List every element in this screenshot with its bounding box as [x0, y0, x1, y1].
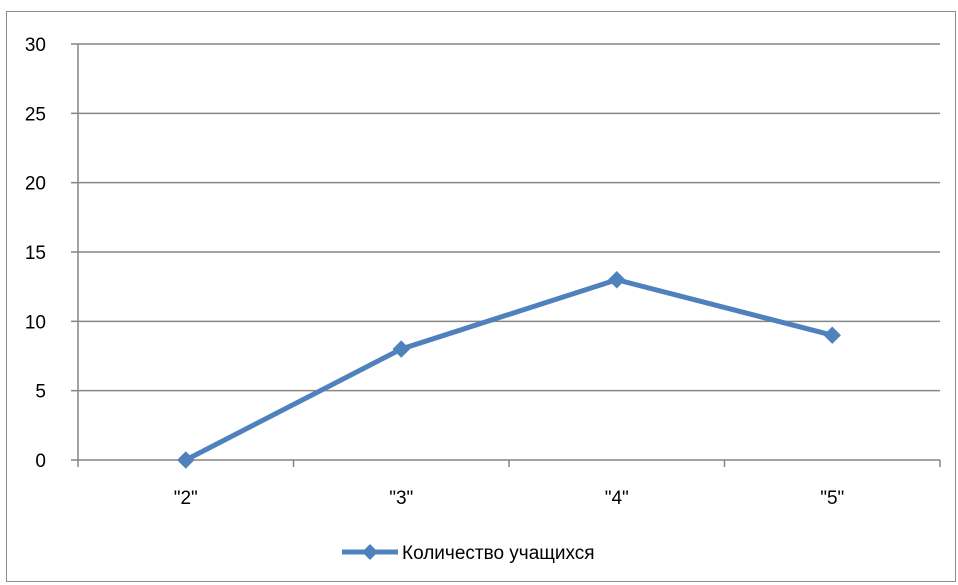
axes [71, 43, 941, 467]
data-point-0 [177, 451, 195, 469]
series-line-0 [183, 277, 835, 463]
data-point-3 [823, 326, 841, 344]
y-tick-label-25: 25 [25, 104, 46, 125]
data-point-1 [392, 340, 410, 358]
y-tick-label-20: 20 [25, 174, 46, 195]
x-tick-label-0: "2" [174, 488, 198, 509]
legend: Количество учащихся [342, 543, 595, 564]
legend-label: Количество учащихся [402, 543, 595, 564]
y-tick-label-15: 15 [25, 243, 46, 264]
data-point-2 [608, 271, 626, 289]
x-tick-label-1: "3" [389, 488, 413, 509]
x-axis-tick-labels: "2" "3" "4" "5" [174, 488, 845, 509]
x-tick-label-2: "4" [605, 488, 629, 509]
series-layer [177, 271, 841, 469]
y-tick-label-30: 30 [25, 35, 46, 56]
y-axis-tick-labels: 0 5 10 15 20 25 30 [25, 35, 46, 472]
legend-diamond-marker [362, 544, 378, 560]
chart-frame [6, 11, 956, 582]
x-tick-label-3: "5" [820, 488, 844, 509]
y-tick-label-10: 10 [25, 312, 46, 333]
y-tick-label-0: 0 [35, 451, 46, 472]
y-tick-label-5: 5 [35, 382, 46, 403]
gridlines [78, 43, 940, 392]
